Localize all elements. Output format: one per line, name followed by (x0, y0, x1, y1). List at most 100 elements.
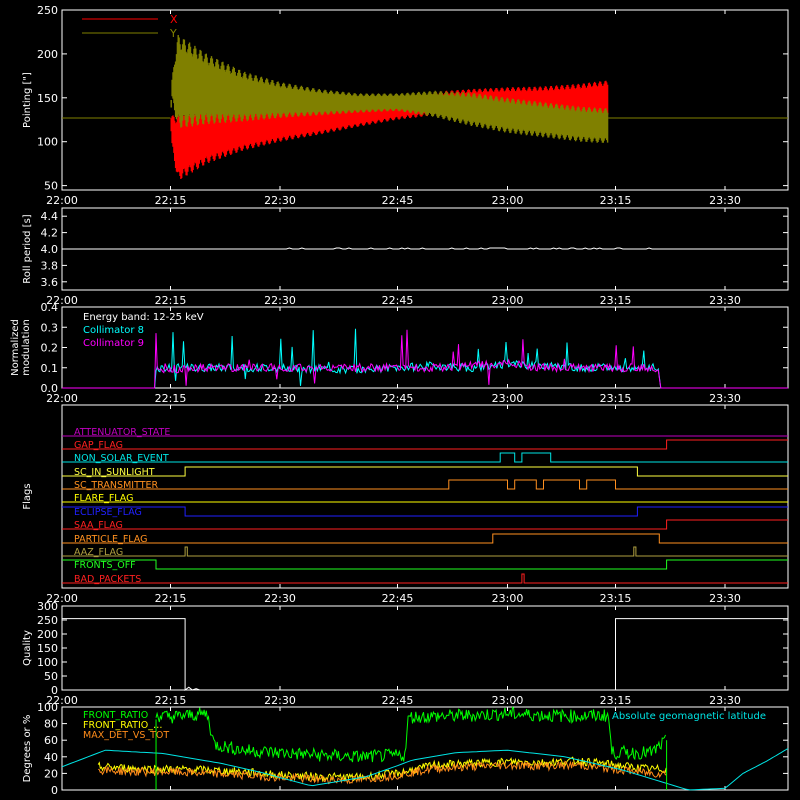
flag-line-particle-flag (62, 533, 788, 544)
series-y-band (62, 35, 788, 143)
y-tick-label: 4.0 (41, 243, 59, 256)
flag-label: SAA_FLAG (74, 520, 123, 531)
flag-line-non-solar-event (62, 452, 788, 463)
x-tick-label: 22:45 (382, 194, 414, 207)
legend-label-front-ratio-2: FRONT_RATIO_… (83, 720, 163, 731)
x-tick-label: 22:00 (46, 694, 78, 707)
x-tick-label: 22:00 (46, 294, 78, 307)
y-tick-label: 200 (37, 628, 58, 641)
x-tick-label: 22:00 (46, 194, 78, 207)
y-tick-label: 60 (44, 734, 58, 747)
y-tick-label: 100 (37, 656, 58, 669)
x-tick-label: 23:30 (709, 392, 741, 405)
flag-line-eclipse-flag (62, 506, 788, 517)
y-tick-label: 150 (37, 92, 58, 105)
legend-label-collimator-9: Collimator 9 (83, 338, 144, 349)
y-tick-label: 0.4 (41, 301, 59, 314)
x-tick-label: 22:15 (155, 592, 187, 605)
y-tick-label: 0 (51, 784, 58, 797)
y-tick-label: 200 (37, 48, 58, 61)
x-tick-label: 23:15 (600, 392, 632, 405)
y-tick-label: 0.1 (41, 362, 59, 375)
flag-label: NON_SOLAR_EVENT (74, 453, 169, 464)
geomagnetic-latitude-annotation: Absolute geomagnetic latitude (612, 711, 766, 722)
legend-label-x: X (170, 13, 178, 26)
flag-line-gap-flag (62, 439, 788, 450)
flag-label: ECLIPSE_FLAG (74, 507, 142, 518)
x-tick-label: 23:00 (492, 194, 524, 207)
x-tick-label: 23:15 (600, 194, 632, 207)
flag-line-sc-transmitter (62, 479, 788, 490)
flag-label: AAZ_FLAG (74, 547, 123, 558)
flag-label: FRONTS_OFF (74, 560, 136, 571)
y-tick-label: 50 (44, 180, 58, 193)
y-tick-label: 80 (44, 718, 58, 731)
flag-line-bad-packets (62, 573, 788, 584)
energy-band-annotation: Energy band: 12-25 keV (83, 312, 204, 323)
y-axis-label: Flags (22, 483, 33, 509)
legend-label-y: Y (169, 27, 177, 40)
y-tick-label: 20 (44, 767, 58, 780)
series-collimator-9 (62, 329, 788, 389)
x-tick-label: 23:30 (709, 592, 741, 605)
y-tick-label: 100 (37, 701, 58, 714)
series-max-det-vs-tot (97, 760, 667, 785)
x-tick-label: 23:15 (600, 694, 632, 707)
flag-label: BAD_PACKETS (74, 574, 141, 585)
band-y (170, 35, 609, 143)
x-tick-label: 23:30 (709, 294, 741, 307)
flag-line-aaz-flag (62, 546, 788, 557)
y-axis-label: Degrees or % (22, 715, 33, 783)
y-tick-label: 0.0 (41, 382, 59, 395)
x-tick-label: 22:30 (264, 694, 296, 707)
y-tick-label: 3.8 (41, 259, 59, 272)
x-tick-label: 23:30 (709, 694, 741, 707)
x-tick-label: 22:15 (155, 194, 187, 207)
flag-label: SC_TRANSMITTER (74, 480, 159, 491)
y-tick-label: 40 (44, 751, 58, 764)
flag-line-fronts-off (62, 559, 788, 570)
x-tick-label: 23:00 (492, 392, 524, 405)
x-tick-label: 22:45 (382, 294, 414, 307)
flag-label: PARTICLE_FLAG (74, 534, 147, 545)
panel-frame-0 (61, 9, 789, 191)
y-axis-label: Pointing ["] (22, 72, 33, 128)
y-tick-label: 0.2 (41, 342, 59, 355)
flag-label: SC_IN_SUNLIGHT (74, 467, 155, 478)
x-tick-label: 23:30 (709, 194, 741, 207)
x-tick-label: 23:15 (600, 592, 632, 605)
x-tick-label: 22:15 (155, 392, 187, 405)
y-tick-label: 150 (37, 642, 58, 655)
y-tick-label: 4.2 (41, 227, 59, 240)
y-tick-label: 4.4 (41, 210, 59, 223)
legend-label-collimator-8: Collimator 8 (83, 325, 144, 336)
y-axis-label: Roll period [s] (22, 214, 33, 283)
series-collimator-8 (62, 328, 788, 389)
flag-label: ATTENUATOR_STATE (74, 427, 170, 438)
quality-line (62, 618, 788, 692)
flag-label: GAP_FLAG (74, 440, 123, 451)
y-tick-label: 250 (37, 614, 58, 627)
y-tick-label: 3.6 (41, 276, 59, 289)
panel-frame-3 (61, 404, 789, 589)
x-tick-label: 22:45 (382, 694, 414, 707)
x-tick-label: 22:30 (264, 392, 296, 405)
x-tick-label: 22:15 (155, 294, 187, 307)
series-front-ratio (155, 706, 666, 763)
x-tick-label: 23:00 (492, 294, 524, 307)
y-tick-label: 300 (37, 600, 58, 613)
x-tick-label: 22:30 (264, 194, 296, 207)
x-tick-label: 22:45 (382, 592, 414, 605)
legend-label-max-det-vs-tot: MAX_DET_VS_TOT (83, 730, 169, 741)
x-tick-label: 23:00 (492, 694, 524, 707)
legend-label-front-ratio: FRONT_RATIO (83, 710, 148, 721)
x-tick-label: 22:30 (264, 294, 296, 307)
y-tick-label: 0.3 (41, 321, 59, 334)
y-tick-label: 250 (37, 4, 58, 17)
x-tick-label: 22:45 (382, 392, 414, 405)
flag-label: FLARE_FLAG (74, 493, 134, 504)
y-tick-label: 50 (44, 670, 58, 683)
x-tick-label: 23:00 (492, 592, 524, 605)
roll-period-line (62, 247, 788, 250)
flag-line-saa-flag (62, 519, 788, 530)
